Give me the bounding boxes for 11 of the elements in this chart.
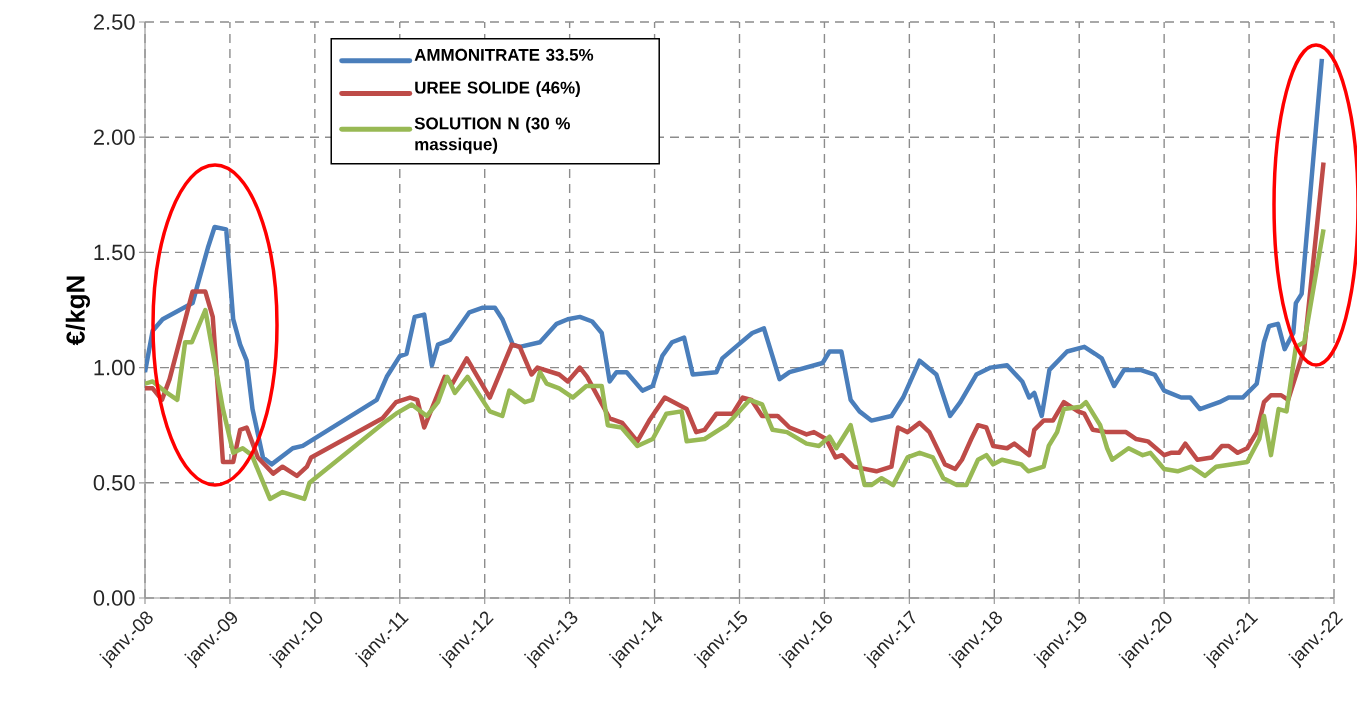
legend-label: SOLUTION N (30 % massique)	[414, 116, 570, 154]
legend-label: UREE SOLIDE (46%)	[415, 81, 580, 97]
y-tick-label: 1.50	[94, 244, 135, 261]
y-tick-label: 0.00	[93, 590, 135, 606]
line-series	[145, 227, 1326, 502]
y-tick-label: 2.00	[93, 129, 135, 145]
y-tick-label: 2.50	[93, 14, 135, 30]
y-axis-title: €/kgN	[65, 276, 90, 346]
legend-label: AMMONITRATE 33.5%	[414, 48, 594, 61]
y-tick-label: 1.00	[94, 359, 135, 376]
y-tick-label: 0.50	[93, 475, 135, 491]
